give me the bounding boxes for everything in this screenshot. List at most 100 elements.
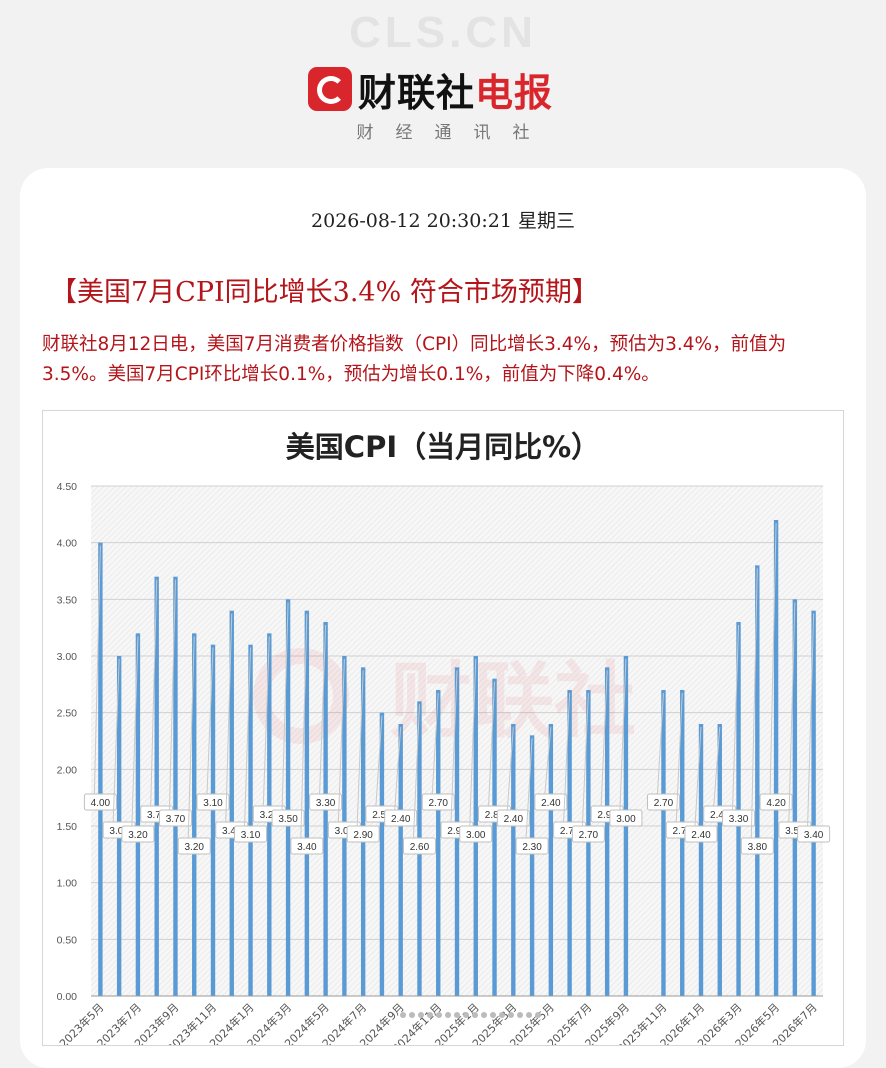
cpi-chart-svg: 美国CPI（当月同比%） 0.00 0.50 1.00 1.50 2.00 2.50 3.00… bbox=[56, 430, 831, 1045]
leader-line bbox=[581, 692, 589, 827]
chart-title: 美国CPI（当月同比%） bbox=[286, 430, 600, 464]
leader-line bbox=[281, 602, 289, 811]
data-label: 3.50 bbox=[785, 826, 805, 837]
dot bbox=[481, 1012, 487, 1018]
y-tick-label: 4.00 bbox=[57, 538, 78, 550]
data-label-box bbox=[496, 809, 530, 827]
data-label: 2.40 bbox=[541, 798, 561, 809]
data-label: 4.20 bbox=[766, 798, 786, 809]
dot bbox=[463, 1012, 469, 1018]
data-label-box bbox=[177, 837, 211, 855]
dot bbox=[526, 1012, 532, 1018]
brand-name-red: 电报 bbox=[475, 70, 554, 115]
data-label: 3.00 bbox=[466, 830, 486, 841]
bar bbox=[680, 690, 685, 996]
bar bbox=[755, 565, 760, 996]
brand-name: 财联社电报 bbox=[358, 62, 553, 117]
leader-line bbox=[600, 670, 608, 807]
y-tick-label: 1.50 bbox=[57, 821, 78, 833]
cls-watermark: CLS.CN bbox=[349, 8, 537, 57]
bar bbox=[398, 724, 403, 996]
data-label-box bbox=[609, 809, 643, 827]
data-label: 2.70 bbox=[654, 798, 674, 809]
leader-line bbox=[807, 613, 815, 827]
data-label: 3.40 bbox=[297, 842, 317, 853]
leader-line bbox=[769, 522, 777, 795]
leader-line bbox=[488, 681, 496, 807]
leader-line bbox=[694, 726, 702, 827]
dot bbox=[409, 1012, 415, 1018]
data-label: 3.80 bbox=[748, 842, 768, 853]
data-label: 3.00 bbox=[616, 814, 636, 825]
bar bbox=[511, 724, 516, 996]
data-label: 2.50 bbox=[372, 810, 392, 821]
bar bbox=[192, 633, 197, 996]
brand-subtitle: 财经通讯社 bbox=[356, 123, 552, 143]
leader-line bbox=[244, 647, 252, 827]
leader-line bbox=[394, 726, 402, 811]
data-label: 4.00 bbox=[91, 798, 111, 809]
data-label-box bbox=[196, 793, 230, 811]
article-datetime: 2026-08-12 20:30:21 星期三 bbox=[311, 210, 575, 232]
leader-line bbox=[375, 715, 383, 807]
data-label: 3.00 bbox=[109, 826, 129, 837]
data-label: 3.30 bbox=[729, 814, 749, 825]
brand-name-black: 财联社 bbox=[358, 70, 476, 115]
data-label: 2.30 bbox=[522, 842, 542, 853]
leader-line bbox=[319, 624, 327, 795]
data-label: 2.70 bbox=[428, 798, 448, 809]
bar bbox=[379, 712, 385, 996]
bar bbox=[661, 690, 666, 996]
cls-logo-icon bbox=[308, 67, 352, 111]
watermark-logo-icon bbox=[253, 648, 349, 744]
leader-line bbox=[713, 726, 721, 807]
leader-line bbox=[93, 545, 101, 795]
leader-line bbox=[112, 658, 120, 823]
article-headline: 【美国7月CPI同比增长3.4% 符合市场预期】 bbox=[50, 277, 599, 308]
data-label: 2.40 bbox=[691, 830, 711, 841]
leader-line bbox=[619, 658, 627, 811]
leader-line bbox=[262, 636, 270, 807]
leader-line bbox=[337, 658, 345, 823]
data-label-box bbox=[684, 825, 718, 843]
leader-line bbox=[431, 692, 439, 795]
leader-line bbox=[525, 738, 533, 839]
data-label: 3.10 bbox=[241, 830, 261, 841]
data-label: 3.40 bbox=[222, 826, 242, 837]
data-label-box bbox=[759, 793, 793, 811]
dot bbox=[454, 1012, 460, 1018]
data-label-box bbox=[402, 837, 436, 855]
dot bbox=[517, 1012, 523, 1018]
bar bbox=[792, 599, 798, 996]
data-label-box bbox=[421, 793, 455, 811]
data-label: 2.60 bbox=[410, 842, 430, 853]
y-tick-label: 3.00 bbox=[57, 651, 78, 663]
data-label: 3.30 bbox=[316, 798, 336, 809]
leader-line bbox=[187, 636, 195, 839]
data-label-box bbox=[740, 837, 774, 855]
leader-line bbox=[732, 624, 740, 811]
y-tick-label: 2.00 bbox=[57, 764, 78, 776]
data-label: 2.70 bbox=[560, 826, 580, 837]
dot bbox=[436, 1012, 442, 1018]
y-tick-label: 1.00 bbox=[57, 878, 78, 890]
leader-line bbox=[506, 726, 514, 811]
bar bbox=[811, 610, 816, 996]
cpi-chart[interactable]: 美国CPI（当月同比%） 0.00 0.50 1.00 1.50 2.00 2.50 3.00… bbox=[42, 410, 844, 1046]
data-label-box bbox=[534, 793, 568, 811]
data-label: 2.90 bbox=[353, 830, 373, 841]
bar bbox=[229, 610, 234, 996]
dot bbox=[427, 1012, 433, 1018]
leader-line bbox=[412, 704, 420, 839]
leader-line bbox=[469, 658, 477, 827]
bar bbox=[210, 644, 216, 996]
leader-line bbox=[656, 692, 664, 795]
bar bbox=[736, 622, 741, 996]
data-label-box bbox=[797, 825, 831, 843]
bar bbox=[548, 724, 554, 996]
data-label: 3.50 bbox=[278, 814, 298, 825]
data-label-box bbox=[384, 809, 418, 827]
leader-line bbox=[150, 579, 158, 807]
data-label: 2.80 bbox=[485, 810, 505, 821]
bar bbox=[173, 576, 178, 996]
